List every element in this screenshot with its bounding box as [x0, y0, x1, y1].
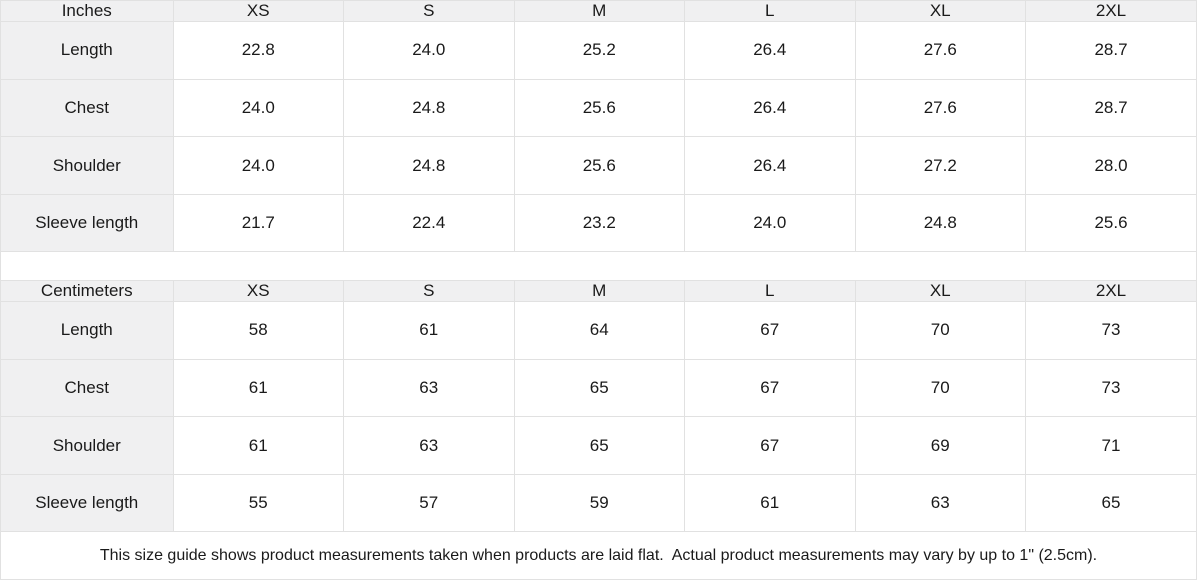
value-cell: 26.4 [684, 136, 856, 196]
size-header-cell: XS [172, 280, 344, 302]
value-cell: 24.0 [172, 136, 344, 196]
value-cell: 57 [343, 474, 515, 532]
measurement-row: Shoulder 24.0 24.8 25.6 26.4 27.2 28.0 [0, 136, 1197, 196]
measurement-row: Chest 24.0 24.8 25.6 26.4 27.6 28.7 [0, 78, 1197, 138]
size-header-cell: L [684, 280, 856, 302]
value-cell: 27.6 [854, 21, 1026, 80]
size-header-cell: S [343, 280, 515, 302]
size-guide-note: This size guide shows product measuremen… [1, 531, 1196, 579]
value-cell: 67 [684, 358, 856, 418]
row-label-cell: Length [0, 21, 174, 80]
value-cell: 61 [172, 358, 344, 418]
value-cell: 65 [513, 416, 685, 476]
size-header-cell: S [343, 0, 515, 22]
value-cell: 25.2 [513, 21, 685, 80]
value-cell: 65 [513, 358, 685, 418]
size-header-cell: M [513, 280, 685, 302]
value-cell: 67 [684, 416, 856, 476]
header-row: Inches XS S M L XL 2XL [0, 0, 1197, 22]
value-cell: 27.2 [854, 136, 1026, 196]
value-cell: 73 [1025, 301, 1197, 360]
value-cell: 27.6 [854, 78, 1026, 138]
size-header-cell: M [513, 0, 685, 22]
value-cell: 61 [343, 301, 515, 360]
section-spacer [1, 251, 1196, 281]
size-header-cell: XL [854, 0, 1026, 22]
row-label-cell: Shoulder [0, 416, 174, 476]
value-cell: 61 [684, 474, 856, 532]
value-cell: 22.4 [343, 194, 515, 252]
measurement-row: Sleeve length 21.7 22.4 23.2 24.0 24.8 25.6 [0, 194, 1197, 252]
value-cell: 70 [854, 358, 1026, 418]
value-cell: 59 [513, 474, 685, 532]
unit-header-cell: Centimeters [0, 280, 174, 302]
row-label-cell: Length [0, 301, 174, 360]
value-cell: 28.0 [1025, 136, 1197, 196]
value-cell: 65 [1025, 474, 1197, 532]
measurement-row: Chest 61 63 65 67 70 73 [0, 358, 1197, 418]
size-header-cell: XL [854, 280, 1026, 302]
value-cell: 58 [172, 301, 344, 360]
row-label-cell: Chest [0, 358, 174, 418]
value-cell: 55 [172, 474, 344, 532]
measurement-row: Sleeve length 55 57 59 61 63 65 [0, 474, 1197, 532]
row-label-cell: Sleeve length [0, 474, 174, 532]
measurement-row: Length 58 61 64 67 70 73 [0, 301, 1197, 360]
value-cell: 24.0 [172, 78, 344, 138]
value-cell: 71 [1025, 416, 1197, 476]
value-cell: 63 [854, 474, 1026, 532]
value-cell: 64 [513, 301, 685, 360]
header-row: Centimeters XS S M L XL 2XL [0, 280, 1197, 302]
value-cell: 63 [343, 358, 515, 418]
value-cell: 63 [343, 416, 515, 476]
row-label-cell: Shoulder [0, 136, 174, 196]
row-label-cell: Sleeve length [0, 194, 174, 252]
unit-header-cell: Inches [0, 0, 174, 22]
value-cell: 24.8 [343, 136, 515, 196]
value-cell: 70 [854, 301, 1026, 360]
value-cell: 25.6 [513, 78, 685, 138]
value-cell: 67 [684, 301, 856, 360]
measurement-row: Length 22.8 24.0 25.2 26.4 27.6 28.7 [0, 21, 1197, 80]
value-cell: 24.0 [343, 21, 515, 80]
size-header-cell: 2XL [1025, 0, 1197, 22]
size-header-cell: XS [172, 0, 344, 22]
value-cell: 24.8 [343, 78, 515, 138]
size-table-centimeters: Centimeters XS S M L XL 2XL Length 58 61 64 67 70 73 C… [0, 280, 1197, 532]
value-cell: 22.8 [172, 21, 344, 80]
value-cell: 28.7 [1025, 78, 1197, 138]
value-cell: 23.2 [513, 194, 685, 252]
value-cell: 25.6 [513, 136, 685, 196]
value-cell: 28.7 [1025, 21, 1197, 80]
value-cell: 61 [172, 416, 344, 476]
value-cell: 24.8 [854, 194, 1026, 252]
value-cell: 25.6 [1025, 194, 1197, 252]
value-cell: 21.7 [172, 194, 344, 252]
value-cell: 26.4 [684, 78, 856, 138]
value-cell: 73 [1025, 358, 1197, 418]
row-label-cell: Chest [0, 78, 174, 138]
size-table-inches: Inches XS S M L XL 2XL Length 22.8 24.0 25.2 26.4 27… [0, 0, 1197, 252]
value-cell: 24.0 [684, 194, 856, 252]
value-cell: 26.4 [684, 21, 856, 80]
size-header-cell: L [684, 0, 856, 22]
size-header-cell: 2XL [1025, 280, 1197, 302]
measurement-row: Shoulder 61 63 65 67 69 71 [0, 416, 1197, 476]
value-cell: 69 [854, 416, 1026, 476]
